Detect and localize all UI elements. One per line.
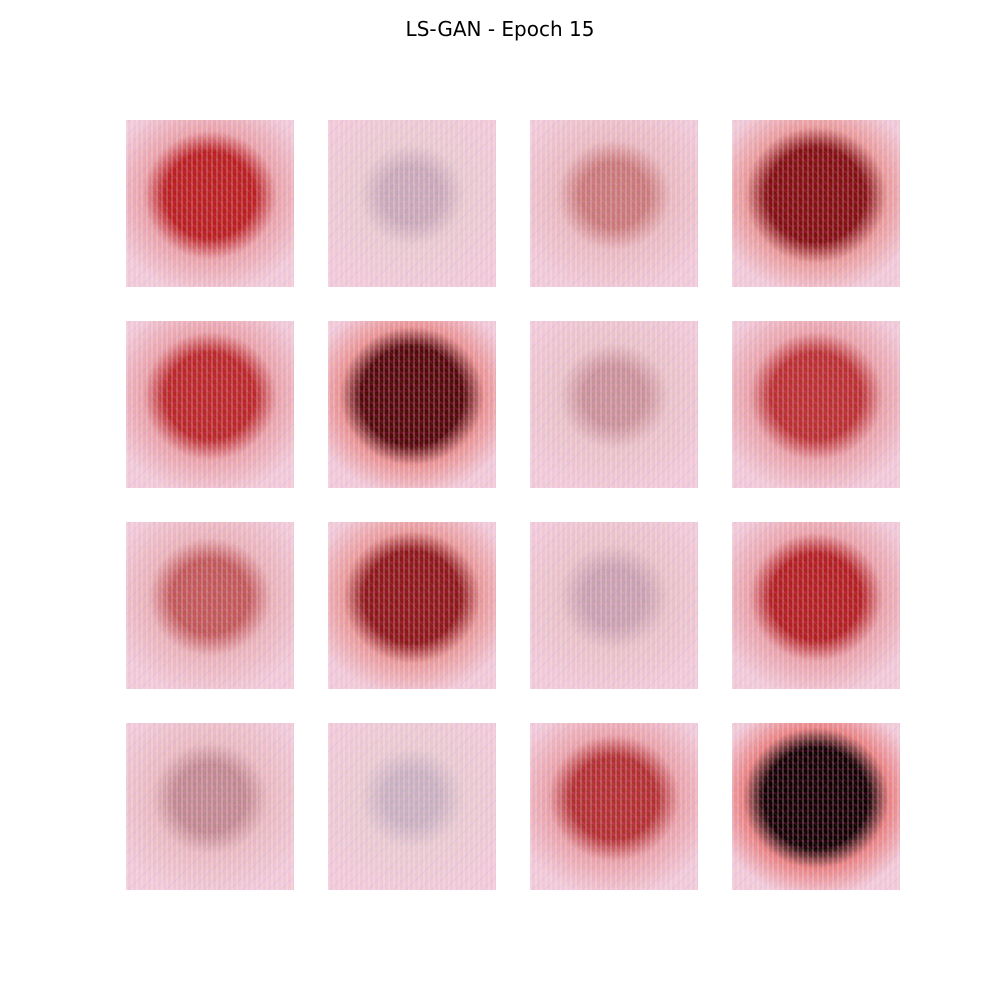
generated-sample-image [126,120,294,287]
sample-texture-overlay [328,120,496,287]
figure-title: LS-GAN - Epoch 15 [405,17,595,41]
sample-texture-overlay [530,120,698,287]
sample-noise-overlay [530,321,698,488]
sample-texture-overlay [732,522,900,689]
sample-noise-overlay [732,522,900,689]
sample-noise-overlay [328,321,496,488]
sample-noise-overlay [530,522,698,689]
sample-texture-overlay [126,321,294,488]
sample-noise-overlay [126,120,294,287]
sample-texture-overlay [328,321,496,488]
sample-texture-overlay [530,321,698,488]
generated-sample-image [328,120,496,287]
sample-texture-overlay [732,321,900,488]
sample-noise-overlay [126,723,294,890]
generated-sample-image [126,723,294,890]
sample-noise-overlay [328,120,496,287]
generated-sample-image [732,723,900,890]
generated-sample-image [328,723,496,890]
generated-sample-image [530,120,698,287]
sample-texture-overlay [530,723,698,890]
generated-sample-image [328,321,496,488]
sample-noise-overlay [732,321,900,488]
sample-noise-overlay [732,723,900,890]
sample-noise-overlay [328,522,496,689]
generated-sample-image [126,321,294,488]
generated-sample-image [530,522,698,689]
sample-noise-overlay [126,321,294,488]
sample-texture-overlay [732,723,900,890]
sample-noise-overlay [328,723,496,890]
sample-texture-overlay [126,522,294,689]
generated-sample-image [732,120,900,287]
generated-sample-image [530,723,698,890]
sample-texture-overlay [126,120,294,287]
sample-noise-overlay [530,723,698,890]
generated-sample-image [732,522,900,689]
sample-noise-overlay [126,522,294,689]
sample-noise-overlay [732,120,900,287]
generated-sample-image [126,522,294,689]
sample-grid [126,120,900,890]
generated-sample-image [732,321,900,488]
sample-texture-overlay [732,120,900,287]
sample-texture-overlay [328,723,496,890]
generated-sample-image [530,321,698,488]
sample-texture-overlay [328,522,496,689]
generated-sample-image [328,522,496,689]
sample-noise-overlay [530,120,698,287]
sample-texture-overlay [126,723,294,890]
sample-texture-overlay [530,522,698,689]
